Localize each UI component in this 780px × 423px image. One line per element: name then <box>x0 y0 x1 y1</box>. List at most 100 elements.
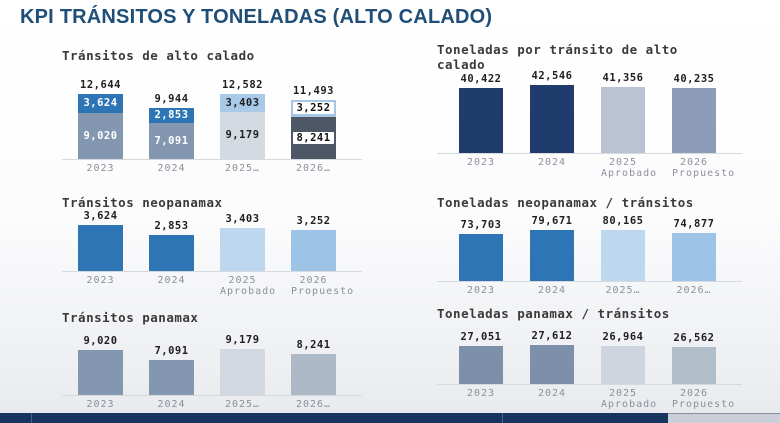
footer-gray-segment <box>668 413 780 423</box>
chart-toneladas-por-transito: Toneladas por tránsito de alto calado 40… <box>437 42 742 179</box>
bar <box>291 229 336 271</box>
bar-group: 40,235 <box>672 73 716 153</box>
x-axis-label: 2025 Aprobado <box>220 275 277 297</box>
bar <box>601 229 645 281</box>
x-axis-label: 2024 <box>157 275 186 286</box>
x-axis-label: 2026 Propuesto <box>672 157 736 179</box>
value-label: 26,562 <box>673 331 715 344</box>
bar <box>672 88 716 153</box>
bar-segment-panamax: 8,241 <box>291 116 336 159</box>
bar-group: 11,493 3,252 8,241 <box>291 85 336 159</box>
chart-title: Tránsitos de alto calado <box>62 48 255 63</box>
x-axis-label: 2024 <box>157 399 186 410</box>
value-label: 3,252 <box>296 214 331 227</box>
chart-title: Toneladas por tránsito de alto calado <box>437 42 678 72</box>
bar-group: 27,612 <box>530 330 574 384</box>
x-axis-label: 2024 <box>537 388 567 399</box>
x-axis-label: 2024 <box>537 285 567 296</box>
bar <box>530 84 574 153</box>
value-label: 74,877 <box>673 218 715 231</box>
segment-label: 3,403 <box>225 97 260 110</box>
footer-divider <box>31 413 32 423</box>
plot-area: 9,020 7,091 9,179 8,241 <box>62 333 362 396</box>
x-axis-label: 2023 <box>466 157 496 168</box>
chart-title: Toneladas neopanamax / tránsitos <box>437 195 694 210</box>
bar-segment-panamax: 7,091 <box>149 122 194 159</box>
bar <box>530 345 574 384</box>
segment-label: 2,853 <box>154 109 189 122</box>
bar <box>459 88 503 153</box>
bar-group: 42,546 <box>530 70 574 153</box>
x-axis-labels: 2023 2024 2025… 2026… <box>437 285 742 296</box>
stacked-bar: 3,252 8,241 <box>291 99 336 159</box>
x-axis-label: 2023 <box>466 285 496 296</box>
value-label: 27,612 <box>531 330 573 343</box>
chart-title: Toneladas panamax / tránsitos <box>437 306 670 321</box>
x-axis-label: 2026… <box>676 285 712 296</box>
page-title: KPI TRÁNSITOS Y TONELADAS (ALTO CALADO) <box>20 6 493 28</box>
bar-group: 40,422 <box>459 73 503 153</box>
plot-area: 27,051 27,612 26,964 26,562 <box>437 323 742 385</box>
bar <box>530 230 574 281</box>
bar <box>149 359 194 395</box>
x-axis-label: 2025… <box>224 163 261 174</box>
bar-segment-panamax: 9,020 <box>78 112 123 159</box>
bar-group: 12,582 3,403 9,179 <box>220 79 265 159</box>
segment-label: 8,241 <box>293 131 334 144</box>
bar <box>601 346 645 384</box>
x-axis-label: 2026 Propuesto <box>672 388 736 410</box>
segment-label: 7,091 <box>154 134 189 147</box>
chart-transitos-panamax: Tránsitos panamax 9,020 7,091 9,179 8,241 2… <box>62 310 362 410</box>
bar-group: 9,179 <box>220 334 265 395</box>
x-axis-labels: 2023 2024 2025 Aprobado 2026 Propuesto <box>62 275 362 297</box>
chart-toneladas-panamax: Toneladas panamax / tránsitos 27,051 27,6… <box>437 306 742 410</box>
value-label: 3,624 <box>83 210 118 222</box>
value-label: 79,671 <box>531 215 573 228</box>
value-label: 73,703 <box>460 219 502 231</box>
total-label: 12,582 <box>222 79 263 92</box>
value-label: 80,165 <box>602 214 644 227</box>
x-axis-labels: 2023 2024 2025… 2026… <box>62 399 362 410</box>
x-axis-labels: 2023 2024 2025 Aprobado 2026 Propuesto <box>437 388 742 410</box>
total-label: 9,944 <box>154 92 189 105</box>
stacked-bar: 3,624 9,020 <box>78 94 123 159</box>
plot-area: 12,644 3,624 9,020 9,944 2,853 7,091 12,582 3,4… <box>62 75 362 160</box>
bar-group: 27,051 <box>459 331 503 384</box>
segment-label: 9,020 <box>83 129 118 142</box>
bar-segment-panamax: 9,179 <box>220 111 265 159</box>
chart-title: Tránsitos panamax <box>62 310 199 325</box>
bar-group: 26,964 <box>601 331 645 384</box>
bar-group: 79,671 <box>530 215 574 281</box>
footer-divider <box>502 413 503 423</box>
footer-bar <box>0 413 780 423</box>
value-label: 26,964 <box>602 331 644 344</box>
bar-group: 9,020 <box>78 335 123 395</box>
x-axis-label: 2023 <box>86 275 115 286</box>
bar-group: 9,944 2,853 7,091 <box>149 93 194 159</box>
x-axis-label: 2024 <box>537 157 567 168</box>
bar-group: 3,624 <box>78 210 123 271</box>
stacked-bar: 2,853 7,091 <box>149 107 194 159</box>
x-axis-label: 2026 Propuesto <box>291 275 355 297</box>
value-label: 3,403 <box>225 212 260 225</box>
bar-group: 80,165 <box>601 215 645 281</box>
segment-label: 9,179 <box>225 129 260 142</box>
value-label: 9,020 <box>83 335 118 347</box>
value-label: 42,546 <box>531 69 573 82</box>
bar-group: 3,252 <box>291 215 336 271</box>
chart-transitos-neopanamax: Tránsitos neopanamax 3,624 2,853 3,403 3,25… <box>62 195 362 297</box>
bar-segment-neopanamax: 3,252 <box>291 99 336 117</box>
bar-group: 7,091 <box>149 345 194 395</box>
x-axis-label: 2025… <box>224 399 261 410</box>
chart-transitos-alto-calado: Tránsitos de alto calado 12,644 3,624 9,02… <box>62 48 362 174</box>
bar <box>459 346 503 384</box>
x-axis-label: 2023 <box>466 388 496 399</box>
segment-label: 3,252 <box>293 102 334 115</box>
bar-segment-neopanamax: 2,853 <box>149 107 194 123</box>
chart-title: Tránsitos neopanamax <box>62 195 223 210</box>
x-axis-labels: 2023 2024 2025 Aprobado 2026 Propuesto <box>437 157 742 179</box>
plot-area: 3,624 2,853 3,403 3,252 <box>62 210 362 272</box>
plot-area: 73,703 79,671 80,165 74,877 <box>437 214 742 282</box>
value-label: 7,091 <box>154 344 189 357</box>
value-label: 27,051 <box>460 331 502 343</box>
